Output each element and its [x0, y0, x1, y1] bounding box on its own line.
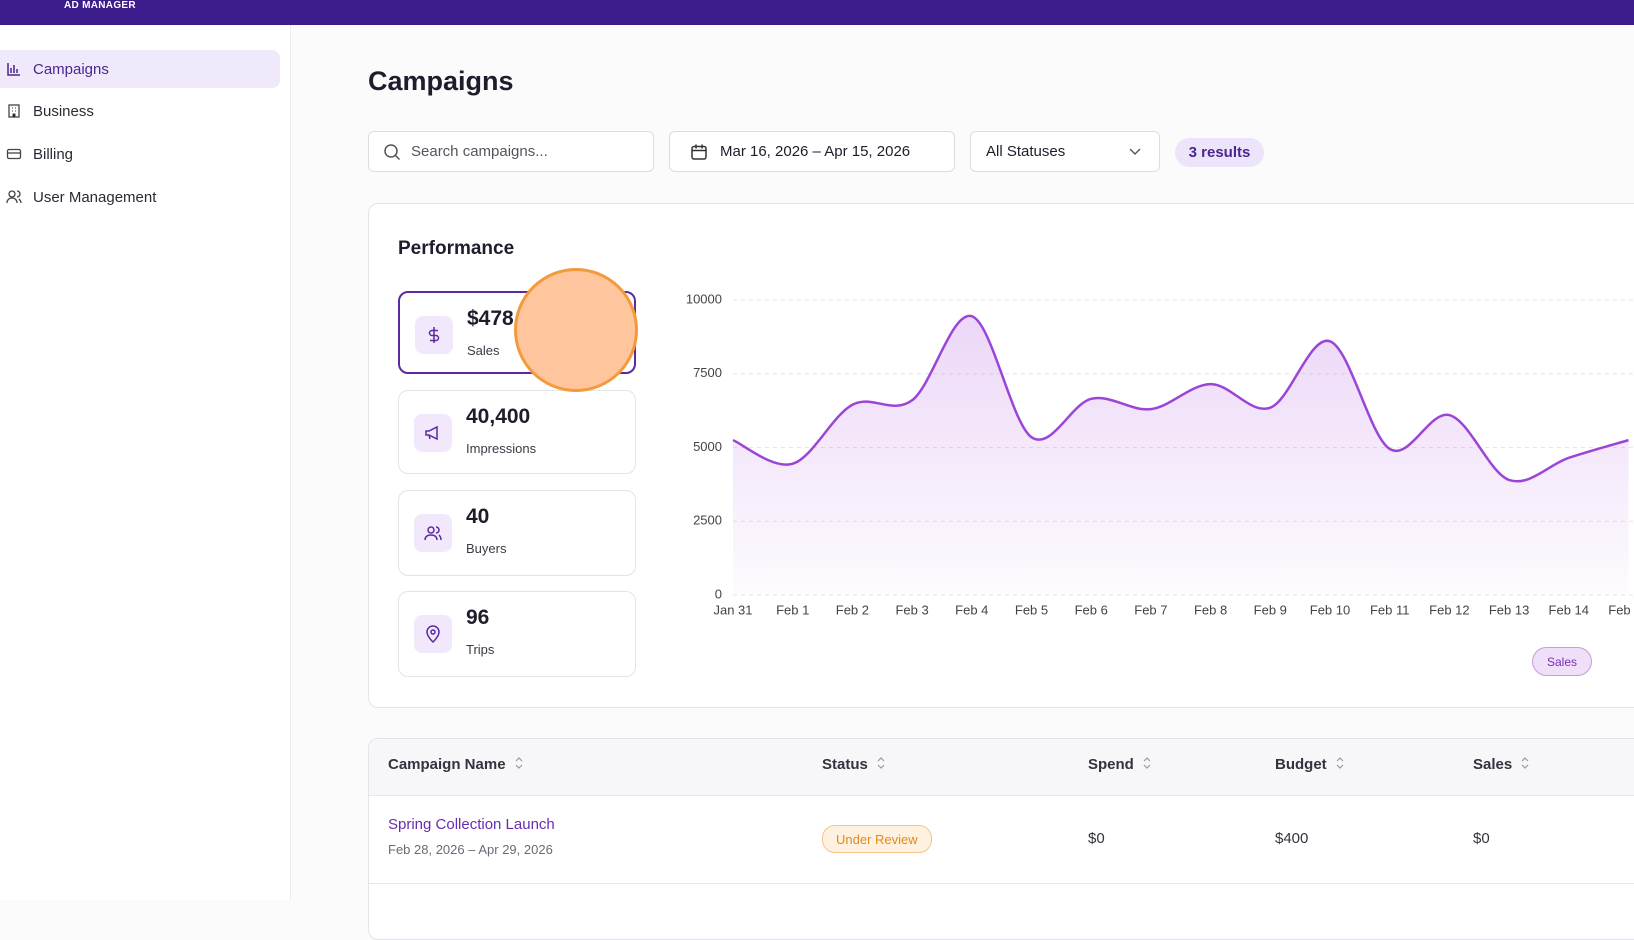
nav-label: User Management [33, 188, 157, 206]
legend-item[interactable]: Sales [1532, 647, 1592, 676]
click-indicator [514, 268, 638, 392]
nav-item[interactable]: Business [0, 92, 280, 130]
x-tick-label: Jan 31 [713, 602, 752, 617]
results-badge: 3 results [1175, 138, 1264, 167]
sort-icon [1143, 757, 1151, 769]
nav-item[interactable]: Campaigns [0, 50, 280, 88]
sort-icon [1521, 757, 1529, 769]
sort-icon [877, 757, 885, 769]
search-box[interactable]: Search campaigns... [368, 131, 654, 172]
x-tick-label: Feb 9 [1254, 602, 1287, 617]
column-label: Budget [1275, 756, 1327, 773]
metric-icon [414, 615, 452, 653]
x-tick-label: Feb 2 [836, 602, 869, 617]
y-tick-label: 2500 [693, 513, 722, 528]
metric-label: Buyers [466, 541, 507, 556]
section-title: Performance [398, 238, 515, 259]
campaign-link[interactable]: Spring Collection Launch [388, 816, 555, 833]
page-title: Campaigns [368, 66, 514, 96]
x-tick-label: Feb 14 [1549, 602, 1589, 617]
icon [426, 625, 440, 643]
x-tick-label: Feb 5 [1015, 602, 1048, 617]
table-header [369, 739, 1634, 796]
metric-value: 96 [466, 606, 490, 629]
cell: $0 [1473, 830, 1490, 847]
icon [428, 327, 440, 343]
x-tick-label: Feb 7 [1134, 602, 1167, 617]
y-tick-label: 10000 [686, 291, 722, 306]
status-dropdown[interactable]: All Statuses [970, 131, 1160, 172]
icon [384, 143, 401, 160]
sidebar: Campaigns Business Billing User Manageme… [0, 25, 291, 900]
y-tick-label: 0 [715, 586, 722, 601]
chart: 0 2500 5000 7500 10000 Jan 31 Feb 1 Feb 2 Feb 3 F… [686, 291, 1634, 617]
x-tick-label: Feb 1 [776, 602, 809, 617]
icon [424, 526, 442, 541]
icon [425, 425, 438, 441]
metric-card[interactable]: 40,400 Impressions [398, 390, 636, 474]
nav-label: Campaigns [33, 60, 109, 78]
metric-label: Impressions [466, 441, 537, 456]
nav-item[interactable]: Billing [0, 135, 280, 173]
date-range: Mar 16, 2026 – Apr 15, 2026 [720, 143, 911, 160]
nav-item[interactable]: User Management [0, 178, 280, 216]
row-divider [369, 883, 1634, 884]
brand: AD MANAGER [64, 0, 136, 11]
column-label: Sales [1473, 756, 1513, 773]
x-tick-label: Feb 15 [1608, 602, 1634, 617]
metric-value: 40 [466, 505, 490, 528]
column-label: Spend [1088, 756, 1134, 773]
nav-label: Business [33, 102, 94, 120]
icon [1129, 148, 1141, 155]
metric-card[interactable]: 96 Trips [398, 591, 636, 677]
top-bar: AD MANAGER [0, 0, 1634, 25]
icon [7, 63, 20, 76]
column-label: Campaign Name [388, 756, 506, 773]
icon [8, 104, 20, 118]
metric-label: Sales [467, 343, 500, 358]
x-tick-label: Feb 12 [1429, 602, 1469, 617]
metric-value: 40,400 [466, 405, 531, 428]
sort-icon [515, 757, 522, 769]
status-badge: Under Review [822, 825, 932, 853]
metric-icon [414, 414, 452, 452]
x-tick-label: Feb 6 [1075, 602, 1108, 617]
metric-icon [414, 514, 452, 552]
cell: $400 [1275, 830, 1309, 847]
sort-icon [1336, 757, 1344, 769]
x-tick-label: Feb 11 [1370, 602, 1410, 617]
metric-icon [415, 316, 453, 354]
column-header[interactable]: Sales [1473, 756, 1530, 773]
metric-value: $478 [467, 307, 514, 330]
status-filter: All Statuses [986, 143, 1066, 160]
date-picker[interactable]: Mar 16, 2026 – Apr 15, 2026 [669, 131, 955, 172]
column-header[interactable]: Spend [1088, 756, 1152, 773]
icon [691, 144, 707, 160]
cell: $0 [1088, 830, 1105, 847]
x-tick-label: Feb 4 [955, 602, 988, 617]
line [732, 314, 1629, 483]
metric-card[interactable]: 40 Buyers [398, 490, 636, 576]
area [733, 315, 1629, 595]
column-header[interactable]: Status [822, 756, 886, 773]
x-tick-label: Feb 3 [895, 602, 928, 617]
metric-label: Trips [466, 642, 495, 657]
y-tick-label: 7500 [693, 365, 722, 380]
search-placeholder: Search campaigns... [411, 143, 548, 160]
icon [6, 148, 22, 160]
y-tick-label: 5000 [693, 439, 722, 454]
column-header[interactable]: Campaign Name [388, 756, 524, 773]
x-tick-label: Feb 8 [1194, 602, 1227, 617]
column-header[interactable]: Budget [1275, 756, 1345, 773]
column-label: Status [822, 756, 868, 773]
icon [6, 190, 22, 204]
x-tick-label: Feb 10 [1310, 602, 1350, 617]
nav-label: Billing [33, 145, 74, 163]
x-tick-label: Feb 13 [1489, 602, 1529, 617]
campaign-dates: Feb 28, 2026 – Apr 29, 2026 [388, 842, 553, 857]
